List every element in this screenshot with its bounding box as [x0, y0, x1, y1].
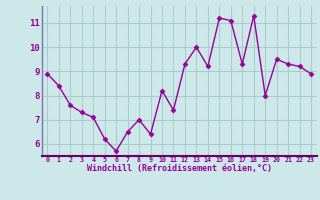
- X-axis label: Windchill (Refroidissement éolien,°C): Windchill (Refroidissement éolien,°C): [87, 164, 272, 173]
